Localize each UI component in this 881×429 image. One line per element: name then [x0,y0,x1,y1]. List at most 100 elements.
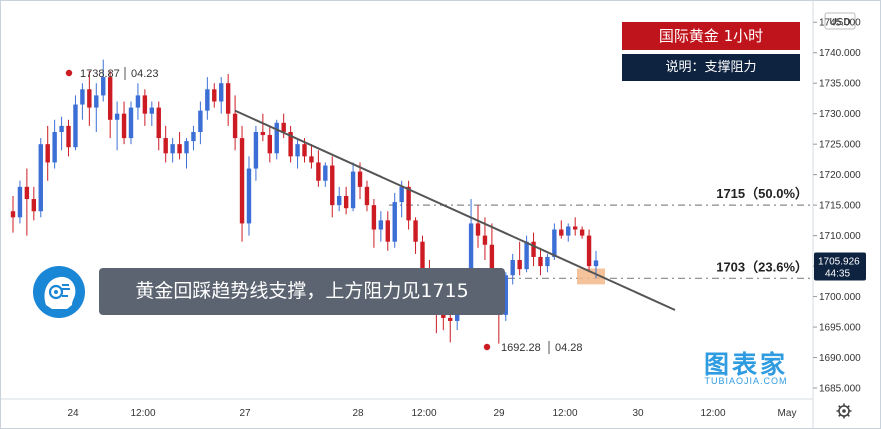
candle [246,156,252,236]
candle-body [559,229,564,236]
candle-body [52,131,57,163]
candle-body [246,168,252,224]
candle-body [156,107,161,139]
candle [274,119,279,160]
ai-head-icon [32,265,86,319]
fib-level-label: 1703（23.6%） [716,259,808,274]
candle [45,125,50,181]
price-tick-label: 1730.000 [819,109,861,120]
time-tick-label: 30 [632,408,644,419]
price-tick-label: 1685.000 [819,384,861,395]
candle [579,226,585,239]
candle-body [531,241,536,257]
chart-subtitle: 说明：支撑阻力 [622,54,800,81]
watermark-main: 图表家 [703,350,788,379]
candle-body [593,260,599,267]
time-axis: 24 12:00 27 28 12:00 29 12:00 30 12:00 May [67,408,796,419]
candle-body [80,89,85,105]
candle [142,89,148,126]
candle [566,223,571,242]
candle [531,232,536,267]
current-price-label: 1705.926 [818,256,860,267]
candle-body [337,195,342,206]
high-marker-dot [65,69,73,77]
candle-body [552,229,557,257]
price-tick-label: 1695.000 [819,323,861,334]
candle-body [191,131,196,142]
low-price-label: 1692.28 [501,342,541,354]
candle [538,247,543,276]
candle-body [107,77,113,120]
candle [94,83,99,132]
candle [205,77,210,120]
countdown-label: 44:35 [825,268,850,279]
candle-body [10,211,16,218]
candle [323,162,328,187]
candle-body [38,144,43,212]
price-tick-label: 1725.000 [819,140,861,151]
candle-body [468,223,474,279]
candle-body [378,220,384,230]
time-tick-label: May [778,408,797,419]
candle-body [392,202,397,242]
price-tick-label: 1690.000 [819,353,861,364]
candle [260,113,266,142]
candle [281,113,286,139]
candle [59,116,64,151]
candle-body [545,256,550,267]
candle [385,211,390,251]
time-tick-label: 27 [239,408,251,419]
time-tick-label: 12:00 [130,408,155,419]
candle-body [586,235,592,267]
currency-label: USD [829,17,850,28]
candle [267,125,272,163]
low-date-label: 04.28 [555,342,583,354]
candle [184,138,189,169]
candle-body [572,226,578,230]
candle [330,156,335,218]
candle-body [309,156,314,163]
candle [38,138,43,218]
candle [114,101,120,151]
price-tick-label: 1700.000 [819,292,861,303]
price-tick-label: 1715.000 [819,201,861,212]
candle [80,83,85,120]
candle [552,223,557,261]
candle [392,192,397,248]
time-tick-label: 24 [67,408,79,419]
candle-body [350,171,356,209]
candle-body [330,165,335,206]
candle-body [135,95,141,108]
high-date-label: 04.23 [131,68,159,80]
candle-body [184,141,189,154]
candle [101,59,106,102]
candle [586,229,592,273]
candle-body [253,131,259,169]
trendline[interactable] [234,109,676,311]
candle [24,168,30,236]
candle [316,150,321,187]
candle-body [343,195,349,209]
candle-body [149,107,155,114]
candle-body [239,138,245,224]
candle-body [274,122,279,154]
candle [559,220,564,239]
candle [73,95,78,151]
candle-body [121,113,127,139]
candle-body [441,314,446,318]
candle-body [566,226,571,236]
candle-body [24,186,30,200]
time-tick-label: 12:00 [552,408,577,419]
candle [198,101,203,145]
candle [212,83,217,108]
candle-body [31,199,37,212]
low-marker-dot [483,343,491,351]
support-zone-highlight [577,268,605,285]
gear-icon[interactable] [835,402,853,420]
candle-body [94,95,99,108]
candle [413,217,418,254]
candle [121,101,127,145]
time-tick-label: 29 [493,408,505,419]
